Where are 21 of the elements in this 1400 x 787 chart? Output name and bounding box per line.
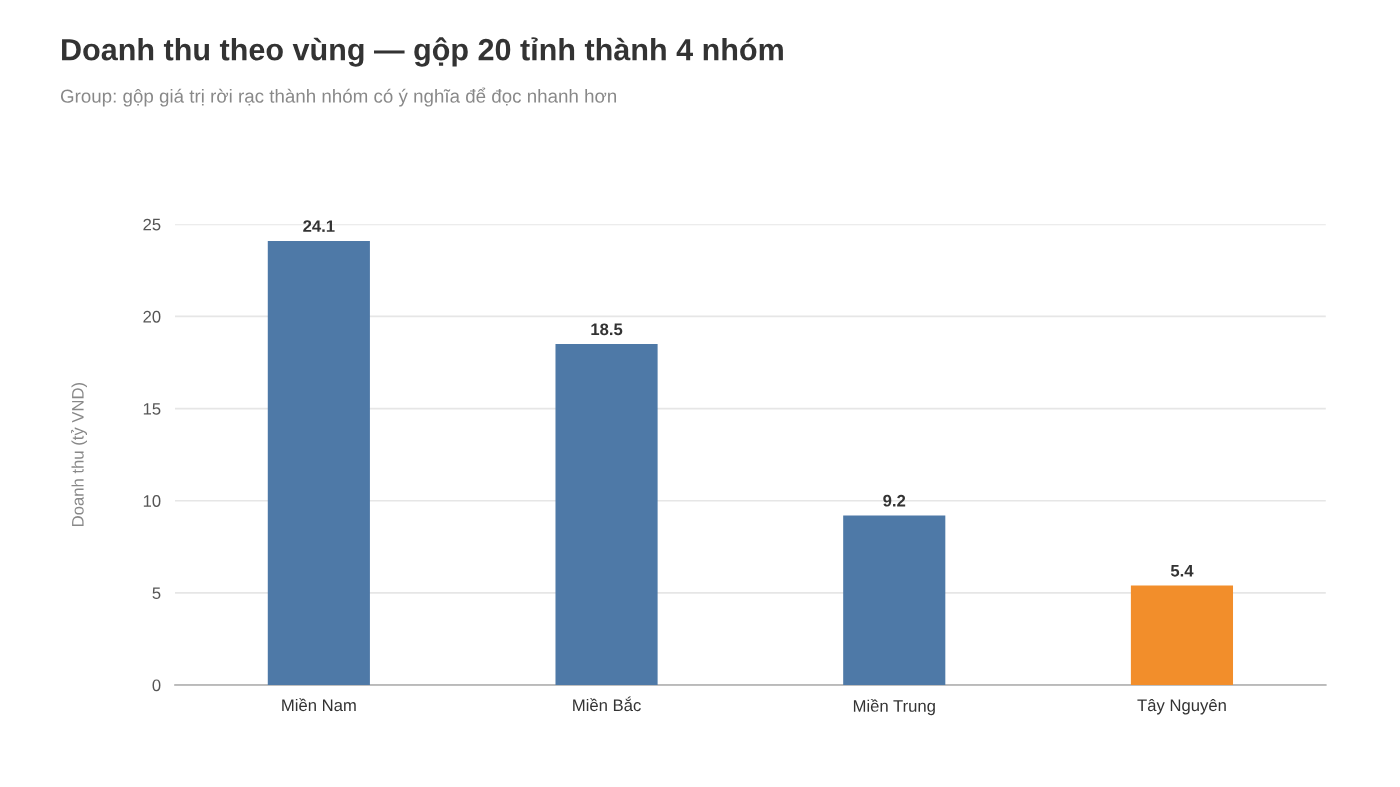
y-axis-title: Doanh thu (tỷ VND) (70, 382, 88, 526)
bar (555, 344, 658, 685)
chart-subtitle: Group: gộp giá trị rời rạc thành nhóm có ý nghĩa để đọc nhanh hơn (60, 87, 617, 107)
x-tick-label: Tây Nguyên (1137, 698, 1226, 715)
bar (1130, 585, 1234, 685)
x-tick-label: Miền Trung (853, 698, 935, 716)
y-tick-label: 25 (143, 218, 161, 231)
y-tick-label: 5 (152, 587, 161, 600)
chart-title: Doanh thu theo vùng — gộp 20 tỉnh thành 4 nhóm (62, 37, 783, 67)
x-tick-label: Miền Nam (282, 698, 356, 712)
x-tick-label: Miền Bắc (573, 696, 641, 712)
y-tick-label: 0 (152, 679, 161, 692)
data-label: 9.2 (883, 494, 906, 507)
data-label: 18.5 (591, 323, 623, 336)
data-label: 24.1 (303, 220, 335, 232)
bar (843, 515, 946, 685)
y-tick-label: 15 (143, 403, 161, 415)
bar (267, 240, 370, 685)
y-tick-label: 10 (143, 495, 161, 507)
y-tick-label: 20 (143, 310, 161, 323)
data-label: 5.4 (1170, 565, 1194, 577)
